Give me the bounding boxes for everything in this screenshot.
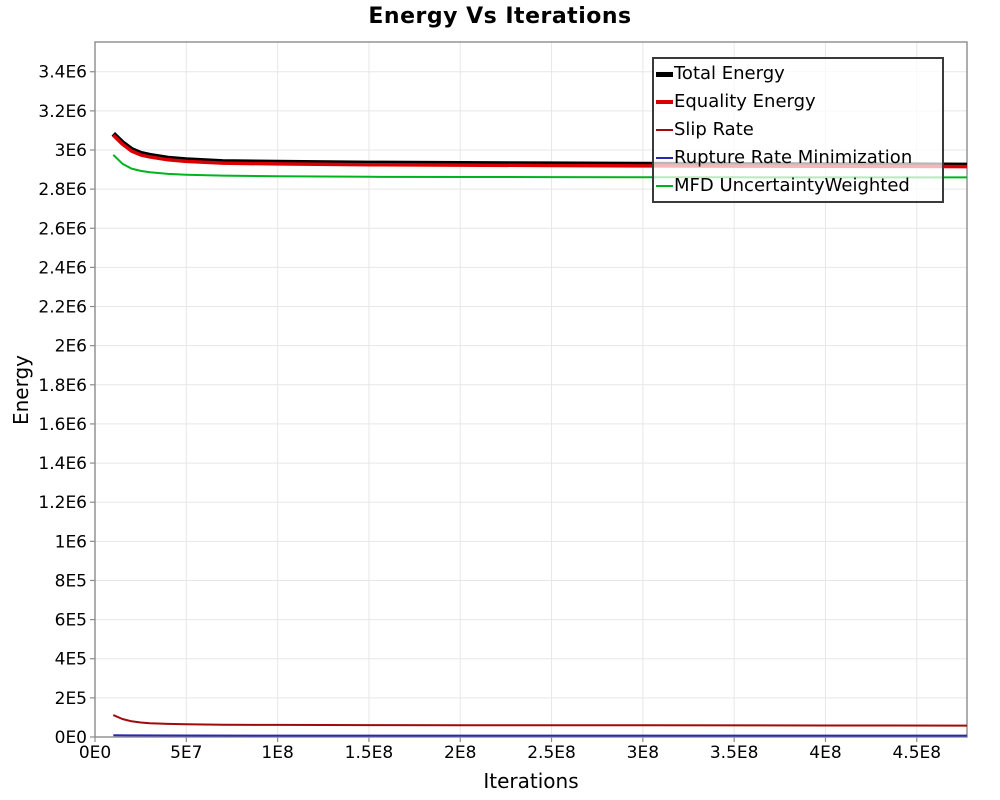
legend-item-equality-energy: Equality Energy bbox=[656, 88, 940, 116]
y-tick-label: 3.4E6 bbox=[38, 63, 87, 83]
legend-label: Rupture Rate Minimization bbox=[674, 147, 913, 168]
x-tick-label: 1E8 bbox=[261, 743, 293, 763]
legend-label: Equality Energy bbox=[674, 91, 816, 112]
legend-box: Total Energy Equality Energy Slip Rate Rupt… bbox=[652, 57, 944, 203]
y-tick-label: 0E0 bbox=[55, 728, 87, 748]
y-tick-label: 1.2E6 bbox=[38, 493, 87, 513]
x-tick-label: 3.5E8 bbox=[710, 743, 759, 763]
x-tick-label: 2.5E8 bbox=[527, 743, 576, 763]
legend-line-swatch bbox=[656, 100, 673, 104]
x-tick-label: 0E0 bbox=[79, 743, 111, 763]
legend-item-rupture-rate-minimization: Rupture Rate Minimization bbox=[656, 144, 940, 172]
y-tick-label: 2E5 bbox=[55, 689, 87, 709]
x-axis-title: Iterations bbox=[483, 769, 579, 793]
x-tick-label: 3E8 bbox=[627, 743, 659, 763]
legend-line-swatch bbox=[656, 185, 673, 187]
legend-item-total-energy: Total Energy bbox=[656, 60, 940, 88]
legend-line-swatch bbox=[656, 71, 673, 77]
y-tick-label: 1E6 bbox=[55, 532, 87, 552]
legend-label: Total Energy bbox=[674, 63, 785, 84]
y-tick-label: 2.4E6 bbox=[38, 258, 87, 278]
x-tick-label: 5E7 bbox=[170, 743, 202, 763]
legend-item-mfd-uncertaintyweighted: MFD UncertaintyWeighted bbox=[656, 172, 940, 200]
legend-line-swatch bbox=[656, 129, 673, 131]
y-tick-label: 2.6E6 bbox=[38, 219, 87, 239]
y-tick-label: 1.4E6 bbox=[38, 454, 87, 474]
y-tick-label: 2E6 bbox=[55, 337, 87, 357]
legend-label: MFD UncertaintyWeighted bbox=[674, 175, 910, 196]
y-tick-label: 8E5 bbox=[55, 571, 87, 591]
y-tick-label: 4E5 bbox=[55, 650, 87, 670]
x-tick-label: 1.5E8 bbox=[345, 743, 394, 763]
y-tick-label: 3E6 bbox=[55, 141, 87, 161]
legend-line-swatch bbox=[656, 157, 673, 159]
y-tick-label: 6E5 bbox=[55, 611, 87, 631]
y-tick-label: 1.8E6 bbox=[38, 376, 87, 396]
chart-title: Energy Vs Iterations bbox=[368, 4, 632, 29]
x-tick-label: 4.5E8 bbox=[892, 743, 941, 763]
legend-item-slip-rate: Slip Rate bbox=[656, 116, 940, 144]
y-tick-label: 2.2E6 bbox=[38, 298, 87, 318]
y-tick-label: 3.2E6 bbox=[38, 102, 87, 122]
x-tick-label: 4E8 bbox=[809, 743, 841, 763]
legend-label: Slip Rate bbox=[674, 119, 754, 140]
plot-border bbox=[94, 41, 968, 738]
y-tick-label: 2.8E6 bbox=[38, 180, 87, 200]
y-tick-label: 1.6E6 bbox=[38, 415, 87, 435]
series-line-slip-rate bbox=[112, 714, 968, 727]
x-tick-label: 2E8 bbox=[444, 743, 476, 763]
